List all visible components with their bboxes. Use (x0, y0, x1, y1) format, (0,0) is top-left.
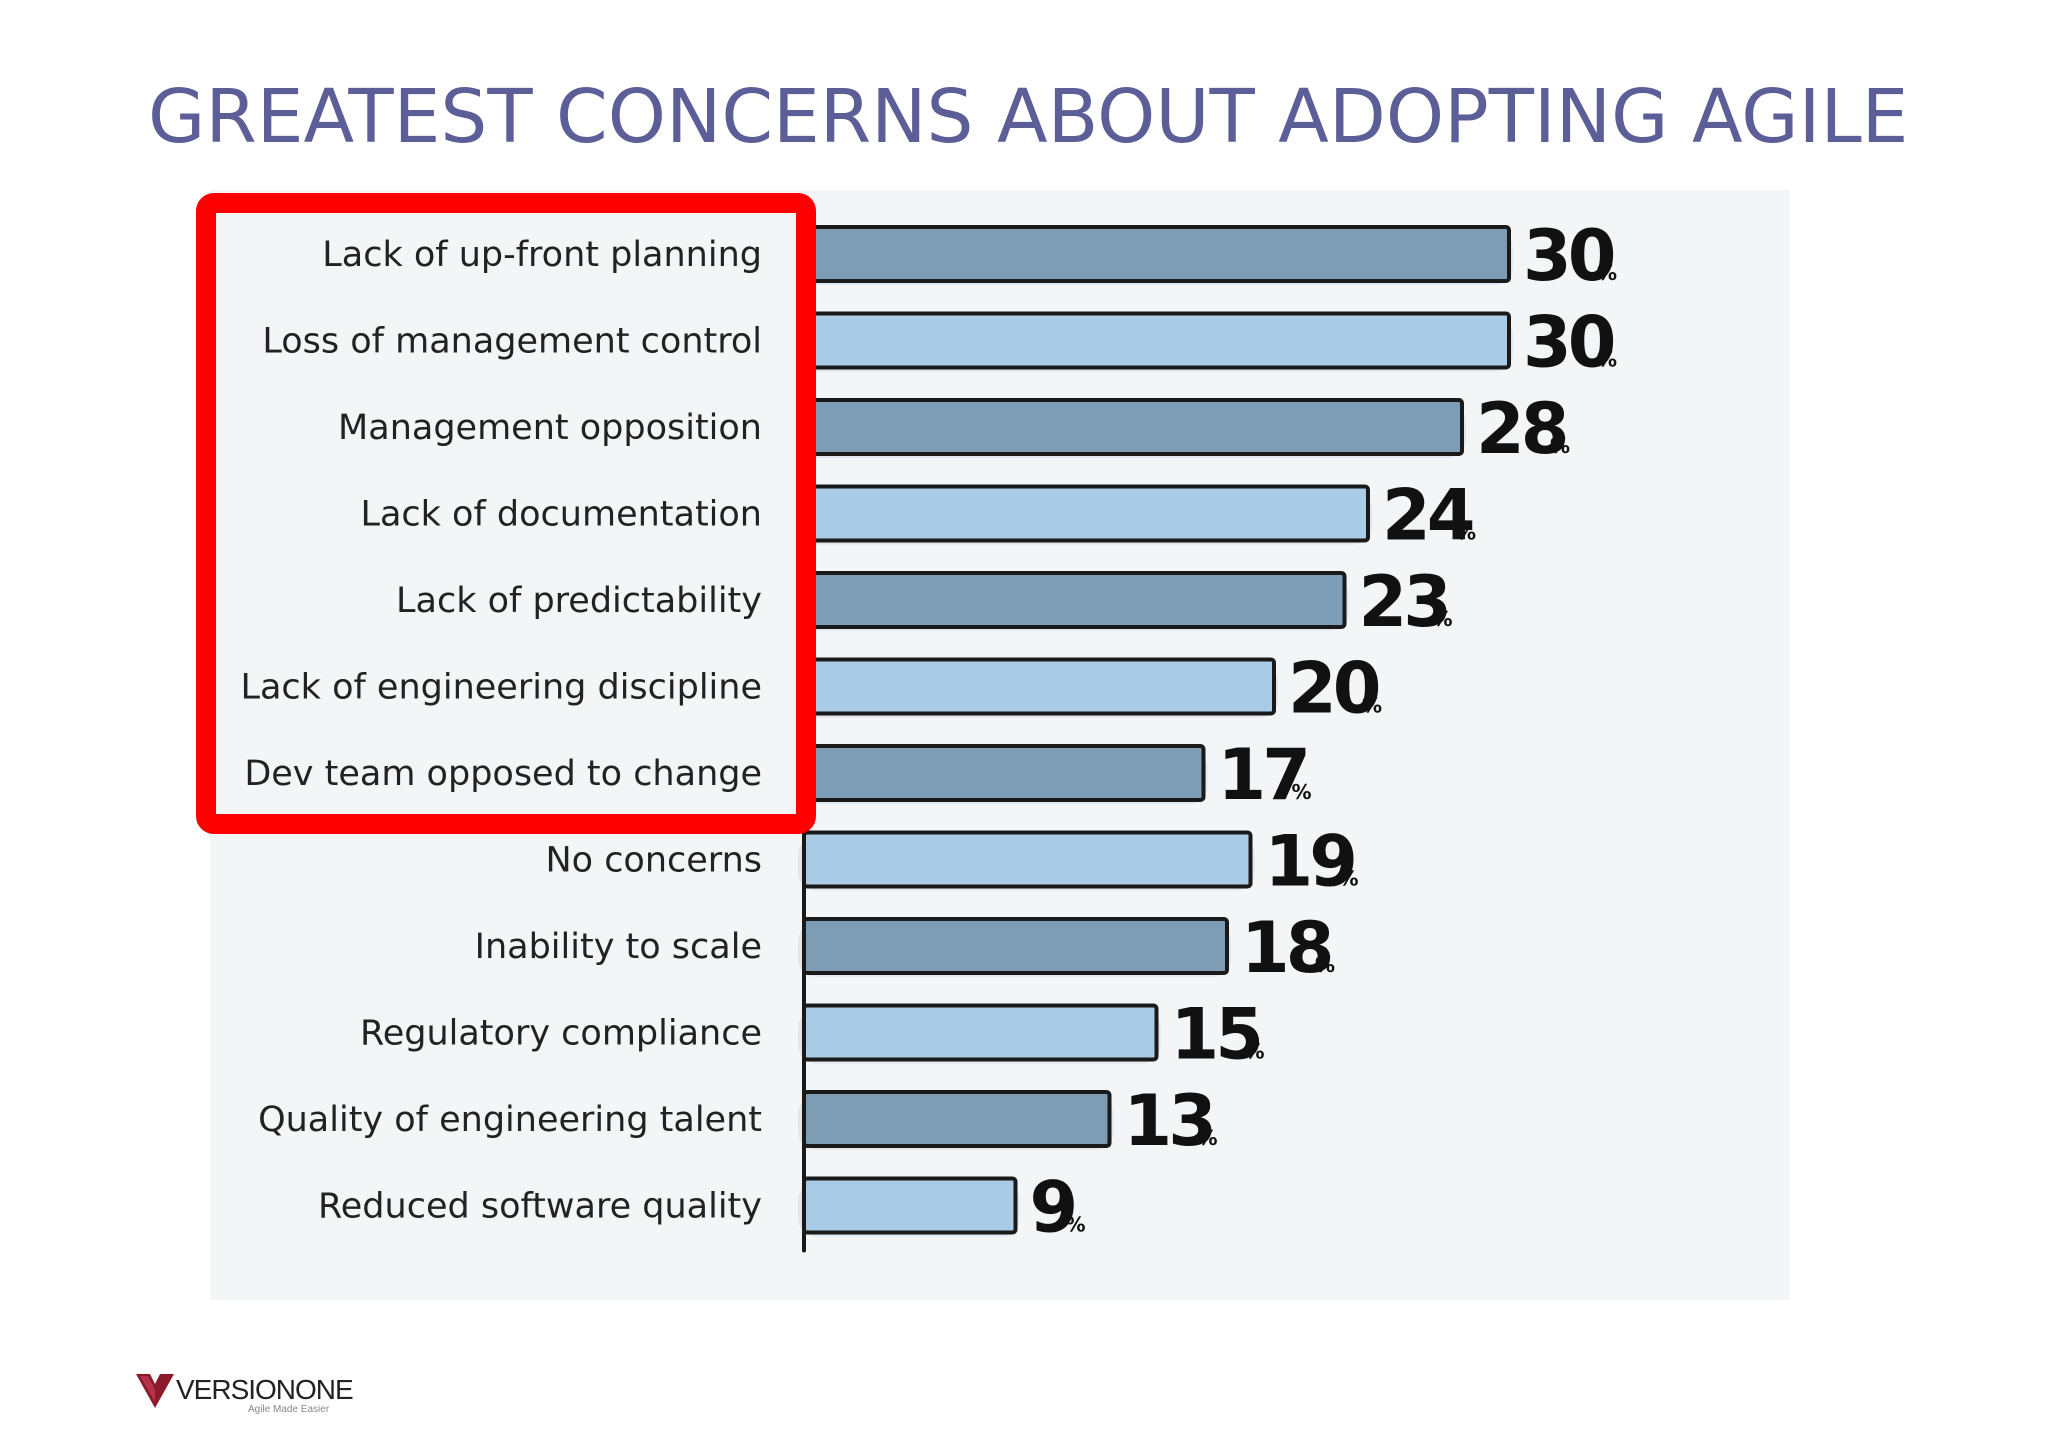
category-label: Management opposition (338, 408, 762, 448)
bar (802, 1090, 1112, 1148)
bar (802, 657, 1276, 716)
value-unit: % (1292, 780, 1312, 804)
category-label: Quality of engineering talent (258, 1100, 762, 1140)
value-unit: % (1245, 1040, 1265, 1064)
value-unit: % (1198, 1126, 1218, 1150)
value-unit: % (1433, 607, 1453, 631)
category-label: Lack of documentation (360, 495, 762, 535)
category-label: Reduced software quality (318, 1187, 762, 1227)
value-unit: % (1362, 694, 1382, 718)
bar (802, 1003, 1159, 1062)
slide-title: GREATEST CONCERNS ABOUT ADOPTING AGILE (148, 74, 1909, 160)
value-label: 18 (1241, 907, 1331, 989)
value-label: 30 (1523, 215, 1614, 297)
value-unit: % (1339, 867, 1359, 891)
bar (802, 311, 1511, 370)
value-unit: % (1066, 1213, 1086, 1237)
value-unit: % (1315, 953, 1335, 977)
category-label: No concerns (545, 841, 762, 881)
logo-name: VERSIONONE (176, 1374, 354, 1405)
bar (802, 484, 1370, 543)
category-label: Loss of management control (262, 322, 762, 362)
highlight-box (196, 193, 816, 834)
category-label: Lack of engineering discipline (240, 668, 762, 708)
bar (802, 398, 1464, 456)
category-label: Lack of up-front planning (322, 235, 762, 275)
category-label: Inability to scale (475, 927, 762, 967)
bar (802, 1176, 1018, 1235)
value-label: 15 (1171, 994, 1260, 1076)
category-label: Lack of predictability (396, 581, 762, 621)
value-label: 20 (1288, 648, 1379, 730)
category-label: Dev team opposed to change (244, 754, 762, 794)
value-unit: % (1597, 348, 1617, 372)
bar (802, 917, 1229, 975)
value-label: 30 (1523, 302, 1614, 384)
bar (802, 225, 1511, 283)
value-label: 17 (1218, 734, 1307, 816)
value-label: 9 (1030, 1167, 1075, 1249)
value-label: 28 (1476, 388, 1566, 470)
versionone-logo: VERSIONONE Agile Made Easier (136, 1370, 376, 1422)
value-unit: % (1597, 261, 1617, 285)
category-label: Regulatory compliance (360, 1014, 762, 1054)
value-label: 24 (1382, 475, 1473, 557)
value-label: 19 (1265, 821, 1355, 903)
bar (802, 744, 1206, 802)
value-label: 13 (1124, 1080, 1213, 1162)
logo-tagline: Agile Made Easier (248, 1404, 330, 1415)
bar (802, 571, 1347, 629)
value-label: 23 (1359, 561, 1448, 643)
bar (802, 830, 1253, 889)
versionone-logo-icon (136, 1374, 174, 1408)
value-unit: % (1550, 434, 1570, 458)
value-unit: % (1456, 521, 1476, 545)
